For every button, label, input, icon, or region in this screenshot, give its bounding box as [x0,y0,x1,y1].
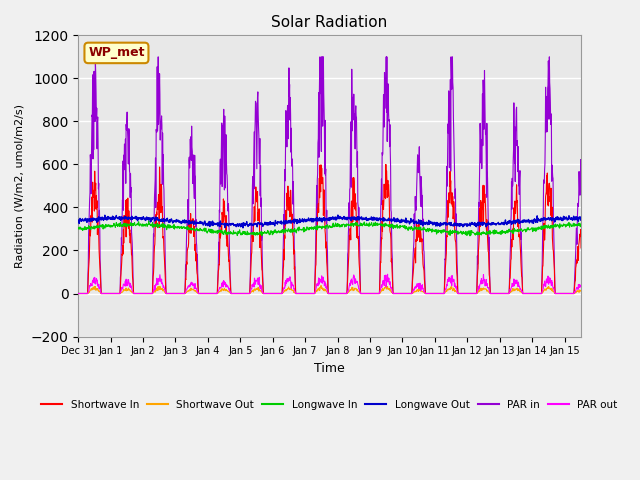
PAR out [384,271,392,277]
Longwave In [74,226,82,231]
Shortwave Out [460,290,467,296]
PAR in [324,274,332,279]
Line: Shortwave Out: Shortwave Out [78,286,596,293]
Longwave Out [536,216,544,222]
PAR in [593,290,600,296]
Shortwave Out [586,290,594,296]
X-axis label: Time: Time [314,362,345,375]
Line: Shortwave In: Shortwave In [78,165,596,293]
Longwave In [466,233,474,239]
Longwave In [587,221,595,227]
Longwave In [536,226,544,232]
Longwave Out [593,214,600,220]
PAR out [324,288,332,294]
Shortwave Out [593,290,600,296]
Shortwave Out [314,286,321,292]
PAR in [156,71,163,77]
PAR out [314,281,321,287]
Longwave Out [324,217,332,223]
PAR out [586,290,594,296]
PAR out [536,290,543,296]
Longwave Out [587,216,595,222]
Longwave In [145,218,152,224]
Shortwave Out [317,283,325,288]
Shortwave In [314,206,321,212]
Shortwave In [586,290,594,296]
PAR in [536,290,543,296]
Shortwave Out [324,290,332,296]
PAR out [156,278,163,284]
PAR in [74,290,82,296]
Text: WP_met: WP_met [88,47,145,60]
Longwave Out [74,217,82,223]
Title: Solar Radiation: Solar Radiation [271,15,388,30]
Longwave In [460,228,467,234]
Longwave Out [156,217,163,223]
Shortwave In [460,290,467,296]
Longwave In [593,224,600,229]
Line: Longwave In: Longwave In [78,221,596,236]
Longwave In [156,223,163,228]
Shortwave In [74,290,82,296]
Shortwave Out [156,286,163,291]
Shortwave In [536,290,543,296]
Longwave In [324,222,332,228]
PAR in [460,290,467,296]
Longwave Out [239,225,247,231]
Shortwave Out [74,290,82,296]
Line: PAR in: PAR in [78,57,596,293]
Longwave Out [460,222,468,228]
Line: Longwave Out: Longwave Out [78,215,596,228]
Line: PAR out: PAR out [78,274,596,293]
PAR out [460,290,467,296]
Shortwave In [382,162,390,168]
Shortwave In [324,272,332,277]
PAR in [154,54,162,60]
Shortwave In [593,290,600,296]
Shortwave In [156,225,163,230]
PAR out [74,290,82,296]
Longwave Out [334,212,342,218]
Longwave In [314,224,322,230]
PAR in [586,290,594,296]
PAR in [314,140,322,146]
Y-axis label: Radiation (W/m2, umol/m2/s): Radiation (W/m2, umol/m2/s) [15,104,25,268]
Longwave Out [314,217,322,223]
Shortwave Out [536,290,543,296]
Legend: Shortwave In, Shortwave Out, Longwave In, Longwave Out, PAR in, PAR out: Shortwave In, Shortwave Out, Longwave In… [37,396,621,414]
PAR out [593,290,600,296]
